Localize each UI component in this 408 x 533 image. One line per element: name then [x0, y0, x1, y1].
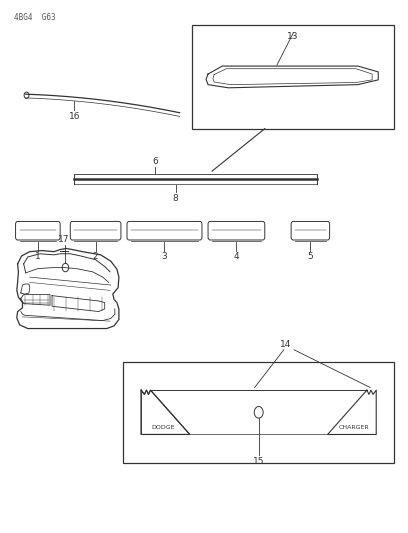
Circle shape	[24, 92, 29, 99]
Text: DODGE: DODGE	[152, 425, 175, 430]
Text: 14: 14	[280, 340, 292, 349]
FancyBboxPatch shape	[208, 221, 265, 240]
Text: 3: 3	[162, 252, 167, 261]
Text: 15: 15	[253, 457, 264, 466]
FancyBboxPatch shape	[291, 221, 330, 240]
FancyBboxPatch shape	[127, 221, 202, 240]
Text: 2: 2	[93, 252, 98, 261]
Text: 16: 16	[69, 112, 80, 120]
Text: 5: 5	[308, 252, 313, 261]
FancyBboxPatch shape	[16, 221, 60, 240]
Bar	[123, 362, 395, 463]
FancyBboxPatch shape	[70, 221, 121, 240]
Text: 4: 4	[234, 252, 239, 261]
Text: CHARGER: CHARGER	[339, 425, 369, 430]
Circle shape	[254, 407, 263, 418]
Polygon shape	[141, 390, 190, 434]
Text: 17: 17	[58, 235, 70, 244]
Bar	[192, 25, 395, 128]
Circle shape	[62, 263, 69, 272]
Text: 13: 13	[287, 32, 299, 41]
Text: 6: 6	[153, 157, 158, 166]
Text: 1: 1	[35, 252, 41, 261]
Text: 8: 8	[173, 194, 179, 203]
Text: 4BG4  G63: 4BG4 G63	[13, 13, 55, 22]
